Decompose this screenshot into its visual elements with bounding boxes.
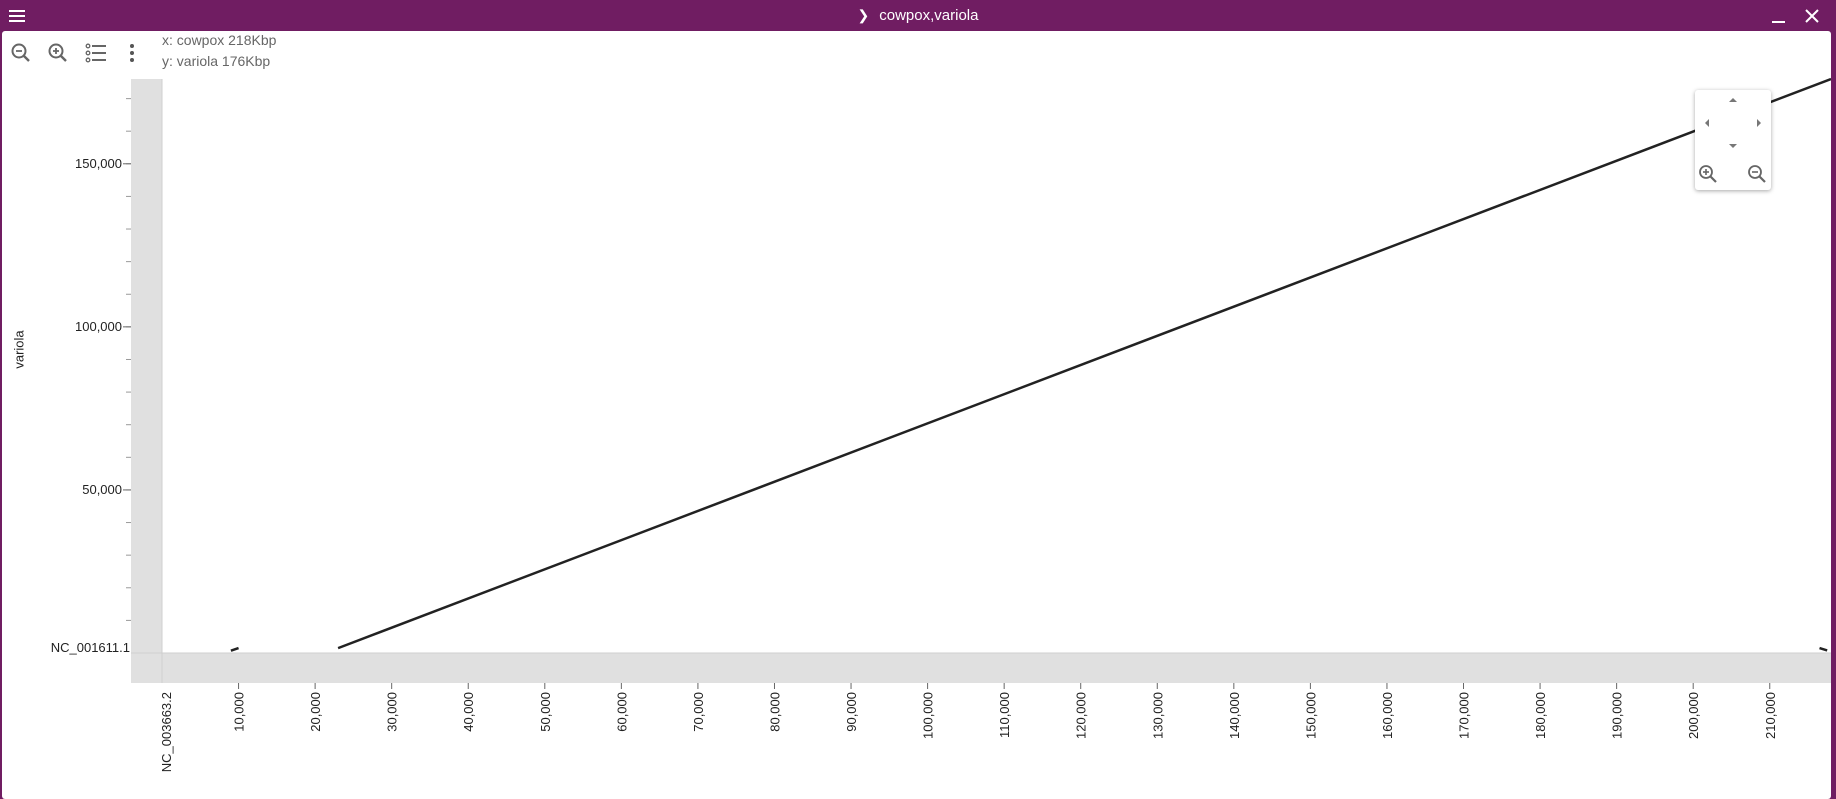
hamburger-menu-icon[interactable] — [7, 6, 29, 26]
x-tick-label: 60,000 — [614, 692, 629, 732]
x-tick-label: 170,000 — [1457, 692, 1472, 739]
x-tick-label: 70,000 — [691, 692, 706, 732]
close-icon[interactable] — [1801, 5, 1823, 27]
x-tick-label: 160,000 — [1380, 692, 1395, 739]
dotplot-chart[interactable]: 50,000 100,000 150,000 10,000 20,000 30,000 40… — [2, 31, 1831, 799]
x-tick-label: 190,000 — [1610, 692, 1625, 739]
dotplot-panel: x: cowpox 218Kbp y: variola 176Kbp vario… — [2, 31, 1831, 799]
x-sequence-label: NC_003663.2 — [159, 692, 174, 772]
alignment-line — [1819, 646, 1828, 652]
chevron-right-icon[interactable]: ❯ — [857, 7, 870, 23]
x-axis-band — [131, 653, 1831, 683]
x-tick-label: 180,000 — [1533, 692, 1548, 739]
pan-right-icon[interactable] — [1753, 116, 1765, 130]
more-vert-icon[interactable] — [119, 40, 145, 66]
y-tick-label: 50,000 — [82, 482, 122, 497]
alignment-line — [337, 77, 1831, 650]
x-tick-label: 110,000 — [997, 692, 1012, 738]
alignment-line — [230, 646, 239, 652]
zoom-in-icon[interactable] — [45, 40, 71, 66]
x-tick-label: 120,000 — [1074, 692, 1089, 739]
window-title-text: cowpox,variola — [879, 7, 979, 24]
pan-left-icon[interactable] — [1701, 116, 1713, 130]
x-tick-label: 90,000 — [844, 692, 859, 732]
x-tick-label: 200,000 — [1686, 692, 1701, 739]
x-tick-label: 130,000 — [1150, 692, 1165, 739]
view-list-icon[interactable] — [83, 40, 109, 66]
x-tick-label: 20,000 — [308, 692, 323, 732]
y-sequence-label: NC_001611.1 — [51, 640, 130, 655]
x-axis-info: x: cowpox 218Kbp — [162, 32, 277, 48]
x-tick-label: 100,000 — [921, 692, 936, 739]
x-tick-label: 150,000 — [1303, 692, 1318, 739]
navigation-widget — [1695, 90, 1771, 190]
pan-down-icon[interactable] — [1726, 140, 1740, 152]
y-axis-info: y: variola 176Kbp — [162, 53, 271, 69]
x-tick-label: 40,000 — [461, 692, 476, 732]
title-bar: ❯ cowpox,variola — [0, 0, 1836, 31]
x-tick-label: 210,000 — [1763, 692, 1778, 739]
x-tick-label: 10,000 — [232, 692, 247, 732]
x-tick-label: 80,000 — [767, 692, 782, 732]
y-tick-label: 150,000 — [75, 156, 122, 171]
pan-up-icon[interactable] — [1726, 94, 1740, 106]
x-tick-label: 30,000 — [385, 692, 400, 732]
x-tick-label: 140,000 — [1227, 692, 1242, 739]
nav-zoom-out-icon[interactable] — [1745, 162, 1769, 186]
x-tick-label: 50,000 — [538, 692, 553, 732]
window-title: ❯ cowpox,variola — [0, 0, 1836, 31]
nav-zoom-in-icon[interactable] — [1696, 162, 1720, 186]
zoom-out-icon[interactable] — [8, 40, 34, 66]
y-axis-band — [131, 79, 162, 653]
minimize-icon[interactable] — [1770, 6, 1788, 26]
y-tick-label: 100,000 — [75, 319, 122, 334]
